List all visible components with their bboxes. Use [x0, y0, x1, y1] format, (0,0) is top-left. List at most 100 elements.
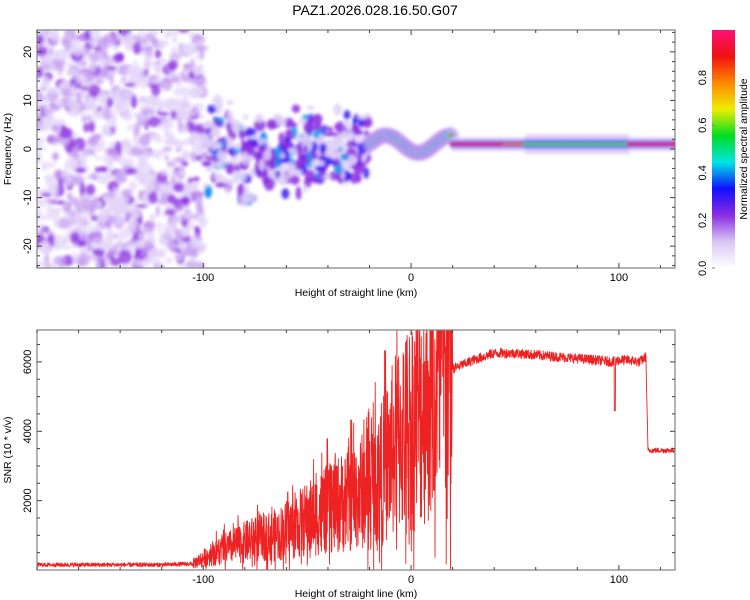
spectrogram-cell	[167, 194, 177, 204]
spectrogram-cell	[74, 102, 82, 110]
spectrogram-cell	[121, 189, 133, 197]
spectrogram-cell	[356, 173, 362, 183]
spectrogram-cell	[103, 106, 112, 121]
spectrogram-cell	[181, 97, 189, 104]
spectrogram-cell	[164, 154, 169, 161]
spectrogram-cell	[77, 252, 90, 267]
colorbar-tick-label: 0.8	[697, 70, 709, 85]
spectrogram-cell	[172, 35, 178, 44]
spectrogram-cell	[329, 147, 337, 162]
spectrogram-cell	[137, 96, 148, 104]
spectrogram-cell	[263, 168, 269, 181]
spectrogram-cell	[37, 34, 44, 46]
spectrogram-cell	[181, 227, 189, 238]
spectrogram-cell	[193, 132, 203, 137]
spectrogram-cell	[317, 160, 326, 167]
snr-panel: -100 0 100 2000 4000 6000 Height of straight…	[2, 329, 676, 600]
spectrogram-cell	[82, 210, 92, 219]
spectrogram-cell	[154, 60, 162, 65]
spectrogram-cell	[174, 87, 180, 98]
spectrogram-cell	[319, 141, 327, 154]
spectrogram-cell	[49, 46, 54, 57]
spectrogram-cell	[40, 192, 52, 198]
spectrogram-cell	[312, 176, 320, 184]
spectrogram-cell	[41, 162, 56, 169]
spectrogram-cell	[156, 264, 162, 268]
spectrogram-cell	[96, 173, 110, 185]
spectrogram-cell	[193, 225, 200, 233]
spectrogram-cell	[249, 142, 254, 153]
spectrogram-cell	[156, 65, 162, 78]
spectrogram-cell	[88, 63, 98, 71]
spectrogram-cell	[194, 45, 209, 52]
spectrogram-cell	[322, 174, 332, 179]
spectrogram-cell	[324, 151, 331, 158]
spectrogram-cell	[356, 153, 362, 162]
spectrogram-cell	[194, 154, 203, 161]
spectrogram-cell	[332, 137, 337, 148]
spectrogram-cell	[97, 37, 110, 51]
spectrogram-cell	[181, 218, 188, 228]
spectrogram-cell	[37, 150, 41, 164]
spectrogram-cell	[115, 215, 122, 226]
spectrogram-cell	[122, 139, 132, 149]
chart-title: PAZ1.2026.028.16.50.G07	[292, 2, 458, 18]
spectrogram-cell	[112, 94, 119, 101]
spectrogram-cell	[52, 49, 66, 56]
spectrogram-cell	[53, 151, 58, 162]
spectrogram-cell	[130, 146, 141, 157]
spectrogram-cell	[178, 112, 190, 121]
spectrogram-cell	[148, 213, 156, 224]
spectrogram-cell	[238, 129, 246, 140]
spectrogram-cell	[119, 160, 132, 167]
spectrogram-cell	[49, 261, 58, 268]
spectrogram-cell	[262, 177, 269, 185]
spectrogram-cell	[74, 200, 88, 214]
spectrogram-cell	[154, 49, 162, 59]
spectrogram-cell	[155, 205, 161, 217]
spectrogram-cell	[135, 258, 141, 268]
spectrogram-cell	[184, 64, 192, 70]
spectrogram-cell	[37, 136, 44, 144]
spectrogram-cell	[278, 132, 285, 145]
spectrogram-cell	[303, 177, 312, 188]
spectrogram-cell	[150, 96, 163, 105]
spectrogram-cell	[54, 200, 66, 205]
spectrogram-cell	[140, 46, 154, 52]
spectrogram-cell	[77, 239, 87, 248]
spectrogram-cell	[346, 140, 353, 149]
spectrogram-cell	[76, 61, 87, 66]
spectrogram-cell	[148, 191, 158, 204]
spectrogram-cell	[284, 137, 291, 143]
spectrogram-y-tick-label: 0	[22, 146, 34, 152]
spectrogram-cell	[232, 143, 242, 150]
colorbar-tick-label: 0.6	[697, 118, 709, 133]
spectrogram-cell	[191, 190, 204, 199]
snr-y-axis-label: SNR (10 * v/v)	[2, 416, 14, 483]
spectrogram-cell	[41, 54, 53, 66]
spectrogram-cell	[37, 260, 42, 268]
spectrogram-cell	[163, 99, 177, 105]
spectrogram-cell	[96, 156, 102, 161]
spectrogram-y-axis-label: Frequency (Hz)	[2, 113, 14, 185]
spectrogram-cell	[303, 120, 314, 134]
spectrogram-cell	[194, 55, 201, 60]
spectrogram-cell	[83, 122, 89, 133]
spectrogram-cell	[130, 94, 138, 109]
spectrogram-cell	[113, 46, 119, 52]
spectrogram-cell	[344, 131, 356, 141]
spectrogram-cell	[105, 229, 115, 243]
spectrogram-cell	[41, 259, 48, 268]
spectrogram-cell	[163, 32, 171, 39]
spectrogram-cell	[148, 230, 155, 243]
spectrogram-cell	[175, 147, 182, 152]
spectrogram-cell	[169, 170, 178, 182]
spectrogram-cell	[266, 119, 277, 130]
spectrogram-cell	[85, 69, 96, 81]
spectrogram-cell	[284, 162, 297, 173]
spectrogram-cell	[268, 164, 276, 170]
spectrogram-cell	[287, 122, 299, 128]
spectrogram-cell	[37, 110, 41, 118]
spectrogram-cell	[96, 211, 110, 223]
